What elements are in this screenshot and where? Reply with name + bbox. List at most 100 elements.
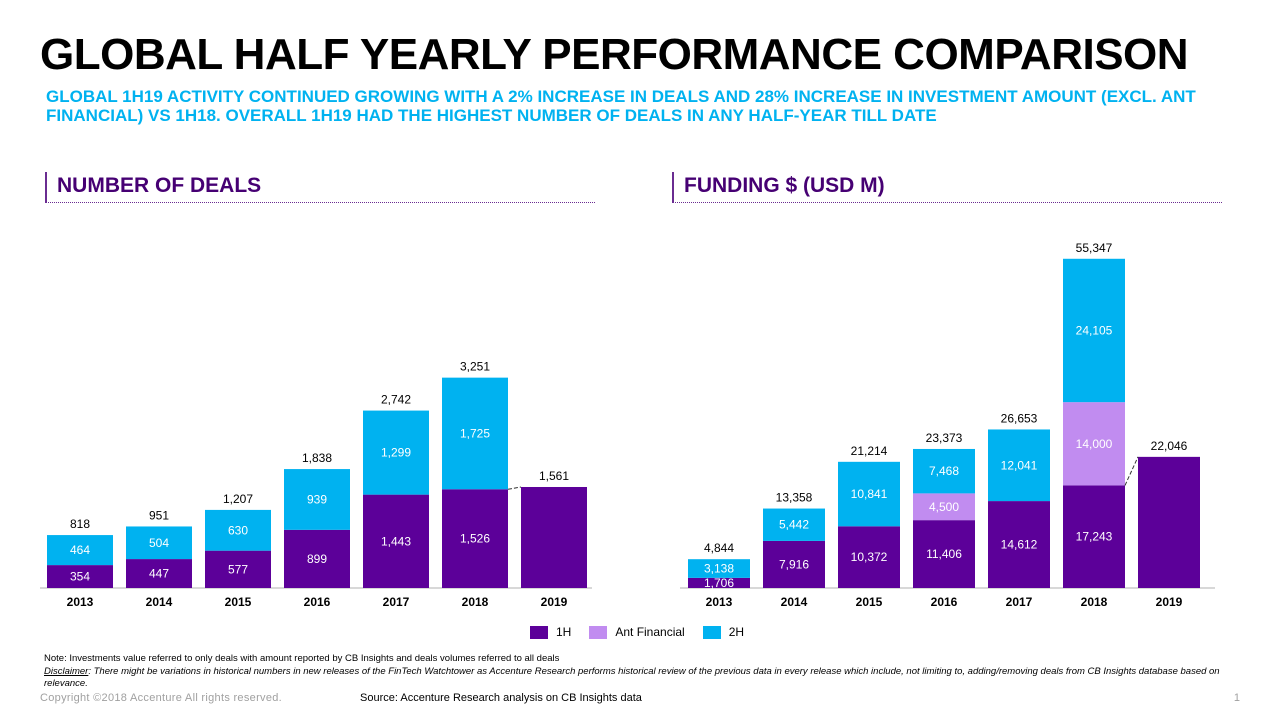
deals-tick-2016: 2016	[304, 595, 331, 609]
funding-bar-1h-2017	[988, 501, 1050, 588]
deals-label-1h-2017: 1,443	[381, 534, 411, 548]
funding-bar-1h-2015	[838, 526, 900, 588]
disclaimer: Disclaimer: There might be variations in…	[44, 666, 1249, 690]
legend-label-2h: 2H	[728, 625, 745, 639]
deals-label-2h-2018: 1,725	[460, 426, 490, 440]
funding-bar-2h-2013	[688, 559, 750, 578]
funding-label-1h-2017: 14,612	[1001, 538, 1038, 552]
funding-tick-2015: 2015	[856, 595, 883, 609]
funding-label-2h-2018: 24,105	[1076, 323, 1113, 337]
funding-total-2017: 26,653	[1001, 411, 1038, 425]
deals-tick-2019: 2019	[541, 595, 568, 609]
funding-label-2h-2016: 7,468	[929, 464, 959, 478]
funding-bar-1h-2018	[1063, 485, 1125, 588]
deals-label-2h-2013: 464	[70, 543, 90, 557]
funding-total-2018: 55,347	[1076, 241, 1113, 255]
deals-bar-2h-2013	[47, 535, 113, 566]
footnote: Note: Investments value referred to only…	[44, 653, 560, 664]
funding-label-2h-2014: 5,442	[779, 518, 809, 532]
funding-bar-1h-2013	[688, 577, 750, 588]
deals-tick-2014: 2014	[146, 595, 173, 609]
funding-tick-2019: 2019	[1156, 595, 1183, 609]
funding-bar-2h-2014	[763, 508, 825, 541]
legend-item-1h: 1H	[530, 625, 571, 639]
funding-total-2016: 23,373	[926, 431, 963, 445]
deals-label-1h-2016: 899	[307, 552, 327, 566]
funding-label-2h-2017: 12,041	[1001, 458, 1038, 472]
deals-label-1h-2018: 1,526	[460, 532, 490, 546]
page-title: GLOBAL HALF YEARLY PERFORMANCE COMPARISO…	[40, 30, 1189, 79]
deals-label-2h-2014: 504	[149, 536, 169, 550]
legend-swatch-ant-financial	[589, 625, 608, 639]
funding-bar-ant-financial-2018	[1063, 402, 1125, 486]
funding-bar-2h-2018	[1063, 258, 1125, 403]
funding-bar-ant-financial-2016	[913, 493, 975, 521]
funding-total-2015: 21,214	[851, 444, 888, 458]
deals-tick-2017: 2017	[383, 595, 410, 609]
deals-trend-connector	[507, 486, 522, 490]
page-subtitle: GLOBAL 1H19 ACTIVITY CONTINUED GROWING W…	[46, 87, 1196, 125]
funding-label-1h-2016: 11,406	[926, 547, 962, 561]
funding-total-2019: 22,046	[1151, 439, 1188, 453]
deals-bar-1h-2014	[126, 559, 192, 588]
deals-label-1h-2014: 447	[149, 567, 169, 581]
legend-item-2h: 2H	[702, 625, 745, 639]
deals-bar-2h-2017	[363, 410, 429, 495]
funding-bar-1h-2016	[913, 520, 975, 588]
funding-tick-2017: 2017	[1006, 595, 1033, 609]
legend-label-1h: 1H	[556, 625, 572, 639]
disclaimer-label: Disclaimer	[44, 666, 89, 677]
deals-bar-1h-2019	[521, 486, 587, 588]
funding-label-ant-financial-2016: 4,500	[929, 500, 959, 514]
source-note: Source: Accenture Research analysis on C…	[360, 692, 642, 704]
legend-swatch-1h	[530, 625, 548, 639]
deals-label-2h-2017: 1,299	[381, 446, 411, 460]
deals-label-1h-2015: 577	[228, 562, 248, 576]
funding-bar-2h-2017	[988, 429, 1050, 502]
deals-total-2013: 818	[70, 517, 90, 531]
deals-bar-chart: 354 464 818 2013 447 504 951 2014 577 630 1,207 201…	[40, 360, 592, 609]
funding-label-1h-2015: 10,372	[851, 550, 888, 564]
funding-bar-2h-2016	[913, 448, 975, 494]
funding-bar-1h-2014	[763, 540, 825, 588]
deals-bar-2h-2018	[442, 377, 508, 490]
deals-bar-1h-2018	[442, 489, 508, 588]
legend-item-ant-financial: Ant Financial	[589, 625, 685, 639]
funding-total-2014: 13,358	[776, 491, 813, 505]
funding-label-2h-2015: 10,841	[851, 487, 888, 501]
funding-tick-2014: 2014	[781, 595, 808, 609]
funding-chart-header: FUNDING $ (USD M)	[672, 172, 1222, 203]
deals-label-2h-2016: 939	[307, 492, 327, 506]
deals-total-2014: 951	[149, 508, 169, 522]
funding-bar-2h-2015	[838, 461, 900, 527]
chart-legend: 1H Ant Financial 2H	[530, 625, 744, 639]
deals-label-1h-2013: 354	[70, 570, 90, 584]
deals-tick-2015: 2015	[225, 595, 252, 609]
funding-chart-title: FUNDING $ (USD M)	[684, 174, 885, 197]
deals-bar-1h-2013	[47, 565, 113, 588]
copyright: Copyright ©2018 Accenture All rights res…	[40, 692, 283, 704]
deals-bar-1h-2015	[205, 550, 271, 588]
deals-total-2017: 2,742	[381, 393, 411, 407]
deals-bar-1h-2016	[284, 529, 350, 588]
deals-bar-1h-2017	[363, 494, 429, 588]
deals-bar-2h-2014	[126, 526, 192, 560]
deals-label-2h-2015: 630	[228, 523, 248, 537]
deals-tick-2018: 2018	[462, 595, 489, 609]
funding-label-2h-2013: 3,138	[704, 562, 734, 576]
deals-bar-2h-2016	[284, 469, 350, 530]
funding-tick-2018: 2018	[1081, 595, 1108, 609]
funding-tick-2013: 2013	[706, 595, 733, 609]
deals-chart-header: NUMBER OF DEALS	[45, 172, 595, 203]
funding-bar-1h-2019	[1138, 456, 1200, 588]
deals-tick-2013: 2013	[67, 595, 94, 609]
funding-tick-2016: 2016	[931, 595, 958, 609]
deals-total-2015: 1,207	[223, 492, 253, 506]
deals-total-2019: 1,561	[539, 469, 569, 483]
disclaimer-text: : There might be variations in historica…	[44, 666, 1220, 689]
funding-total-2013: 4,844	[704, 541, 734, 555]
deals-total-2018: 3,251	[460, 360, 490, 374]
funding-trend-connector	[1124, 456, 1139, 486]
deals-total-2016: 1,838	[302, 451, 332, 465]
